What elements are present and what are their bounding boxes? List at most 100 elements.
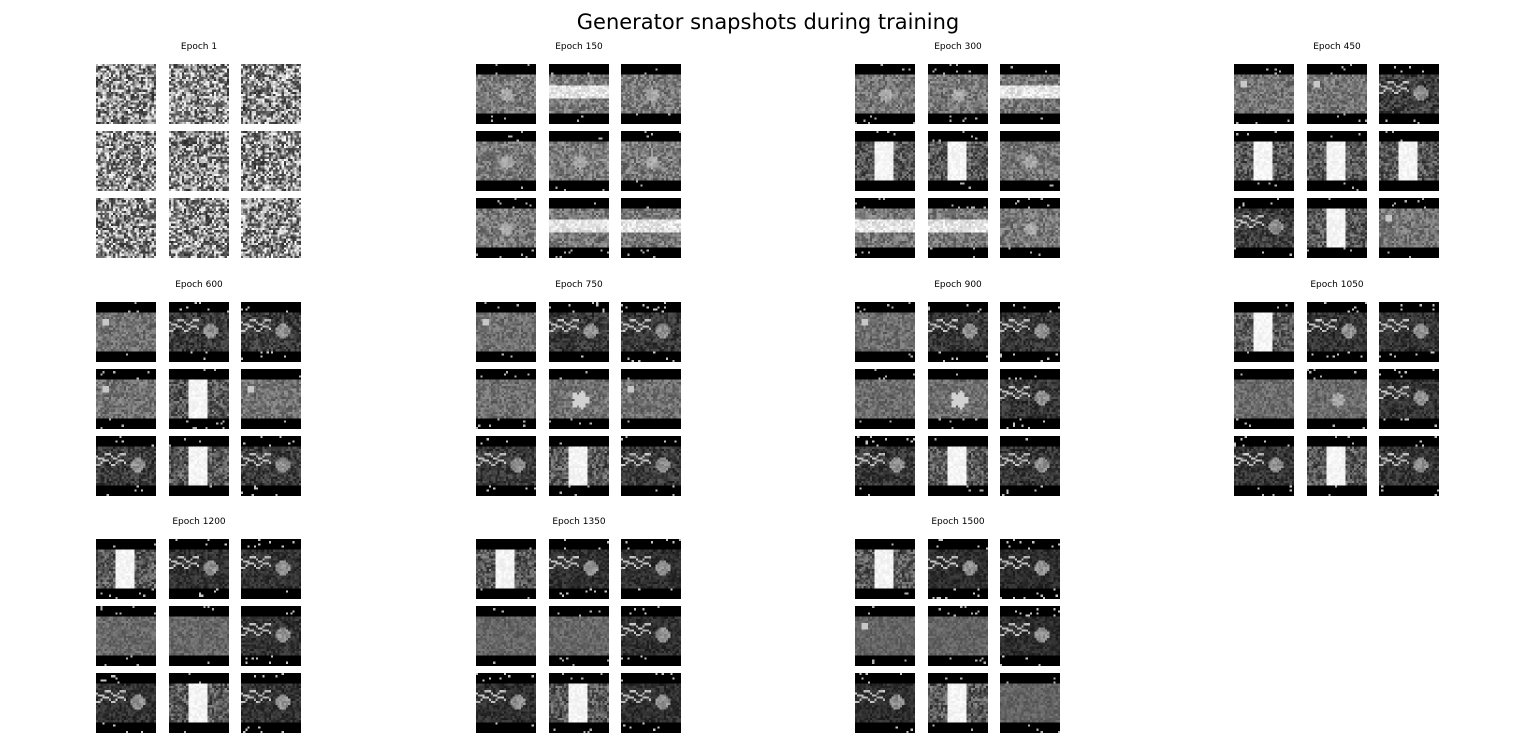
generated-sample-image [855, 302, 915, 362]
generated-sample-image [1000, 539, 1060, 599]
generated-sample-image [855, 606, 915, 666]
generated-sample-image [855, 64, 915, 124]
epoch-panel: Epoch 1 [96, 42, 302, 262]
generated-sample-image [1379, 369, 1439, 429]
panel-title: Epoch 1050 [1310, 280, 1364, 290]
generated-sample-image [928, 606, 988, 666]
panel-title: Epoch 600 [175, 280, 223, 290]
generated-sample-image [928, 539, 988, 599]
generated-sample-image [621, 606, 681, 666]
epoch-panel: Epoch 600 [96, 280, 302, 500]
generated-sample-image [476, 131, 536, 191]
epoch-panel: Epoch 750 [476, 280, 682, 500]
generated-sample-image [169, 369, 229, 429]
generated-sample-image [549, 539, 609, 599]
generated-sample-image [1379, 302, 1439, 362]
generated-sample-image [476, 436, 536, 496]
generated-sample-image [1234, 369, 1294, 429]
epoch-panel: Epoch 150 [476, 42, 682, 262]
panel-title: Epoch 300 [934, 42, 982, 52]
generated-sample-image [1307, 131, 1367, 191]
generated-sample-image [621, 64, 681, 124]
generated-sample-image [1307, 369, 1367, 429]
generated-sample-image [621, 436, 681, 496]
generated-sample-image [855, 539, 915, 599]
epoch-panel: Epoch 1500 [855, 517, 1061, 737]
panel-title: Epoch 1 [180, 42, 218, 52]
generated-sample-image [476, 198, 536, 258]
generated-sample-image [855, 198, 915, 258]
generated-sample-image [241, 369, 301, 429]
generated-sample-image [1379, 131, 1439, 191]
generated-sample-image [96, 302, 156, 362]
generated-sample-image [241, 539, 301, 599]
generated-sample-image [855, 673, 915, 733]
epoch-panel: Epoch 450 [1234, 42, 1440, 262]
generated-sample-image [1307, 198, 1367, 258]
epoch-panel: Epoch 300 [855, 42, 1061, 262]
figure-title: Generator snapshots during training [576, 10, 960, 34]
generated-sample-image [1234, 131, 1294, 191]
generated-sample-image [621, 539, 681, 599]
generated-sample-image [549, 302, 609, 362]
generated-sample-image [1000, 436, 1060, 496]
generated-sample-image [1000, 131, 1060, 191]
generated-sample-image [1307, 64, 1367, 124]
generated-sample-image [1234, 64, 1294, 124]
panel-title: Epoch 150 [555, 42, 603, 52]
panel-title: Epoch 900 [934, 280, 982, 290]
generated-sample-image [476, 302, 536, 362]
generated-sample-image [1000, 369, 1060, 429]
generated-sample-image [928, 302, 988, 362]
generated-sample-image [621, 369, 681, 429]
generated-sample-image [1379, 64, 1439, 124]
generated-sample-image [476, 369, 536, 429]
panel-title: Epoch 1350 [552, 517, 606, 527]
generated-sample-image [476, 673, 536, 733]
generated-sample-image [855, 369, 915, 429]
generated-sample-image [241, 436, 301, 496]
generated-sample-image [928, 369, 988, 429]
generated-sample-image [549, 369, 609, 429]
generated-sample-image [1379, 198, 1439, 258]
generated-sample-image [476, 539, 536, 599]
generated-sample-image [1234, 302, 1294, 362]
generated-sample-image [241, 131, 301, 191]
generated-sample-image [621, 673, 681, 733]
generated-sample-image [169, 673, 229, 733]
panel-title: Epoch 1200 [172, 517, 226, 527]
panel-title: Epoch 450 [1313, 42, 1361, 52]
generated-sample-image [169, 198, 229, 258]
generated-sample-image [169, 131, 229, 191]
generated-sample-image [169, 436, 229, 496]
generated-sample-image [96, 198, 156, 258]
generated-sample-image [549, 436, 609, 496]
generated-sample-image [241, 302, 301, 362]
generated-sample-image [928, 673, 988, 733]
epoch-panel: Epoch 1200 [96, 517, 302, 737]
generated-sample-image [621, 302, 681, 362]
generated-sample-image [1234, 436, 1294, 496]
generated-sample-image [928, 436, 988, 496]
generated-sample-image [549, 64, 609, 124]
epoch-panel: Epoch 1050 [1234, 280, 1440, 500]
generated-sample-image [1000, 64, 1060, 124]
epoch-panel: Epoch 1350 [476, 517, 682, 737]
generated-sample-image [241, 64, 301, 124]
generated-sample-image [549, 131, 609, 191]
generated-sample-image [1000, 606, 1060, 666]
generated-sample-image [241, 673, 301, 733]
generated-sample-image [96, 539, 156, 599]
generated-sample-image [476, 64, 536, 124]
generated-sample-image [241, 606, 301, 666]
generated-sample-image [241, 198, 301, 258]
panel-title: Epoch 1500 [931, 517, 985, 527]
generated-sample-image [928, 198, 988, 258]
generated-sample-image [928, 64, 988, 124]
generated-sample-image [96, 64, 156, 124]
generated-sample-image [621, 198, 681, 258]
generated-sample-image [549, 198, 609, 258]
generated-sample-image [928, 131, 988, 191]
generated-sample-image [169, 302, 229, 362]
generated-sample-image [855, 131, 915, 191]
